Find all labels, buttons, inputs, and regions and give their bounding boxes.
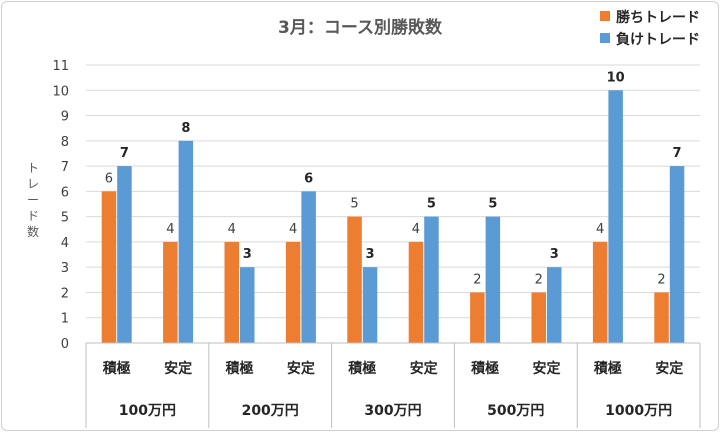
y-tick-labels: 0 1 2 3 4 5 6 7 8 9 10 11 [52, 59, 69, 352]
legend-swatch [600, 33, 610, 43]
bar-win [285, 241, 301, 343]
bar-win [101, 191, 117, 343]
data-label: 4 [289, 222, 297, 237]
x-axis: 積極 安定 100万円 積極 安定 200万円 積極 安定 300万円 積極 安定 500万円 積極 安定… [85, 342, 701, 428]
x-tick-label: 安定 [533, 360, 561, 377]
data-label: 5 [488, 197, 497, 212]
y-tick-label: 6 [61, 185, 69, 200]
x-tick-label: 積極 [102, 360, 131, 377]
bar-loss [117, 166, 132, 343]
data-label: 4 [228, 222, 236, 237]
y-tick-label: 5 [61, 211, 69, 226]
data-label: 8 [181, 121, 190, 136]
data-label: 6 [304, 171, 313, 186]
x-tick-label: 安定 [164, 360, 192, 377]
data-label: 3 [550, 247, 559, 262]
x-group-label: 100万円 [119, 403, 176, 419]
gridlines [86, 64, 700, 344]
x-group-label: 200万円 [242, 403, 299, 419]
x-tick-label: 積極 [593, 360, 622, 377]
data-label: 2 [473, 272, 481, 287]
data-label: 4 [166, 222, 174, 237]
data-label: 2 [657, 272, 665, 287]
data-label: 6 [105, 171, 113, 186]
y-tick-label: 1 [61, 312, 69, 327]
bar-win [531, 292, 546, 343]
data-label: 3 [243, 247, 252, 262]
data-label: 5 [427, 197, 436, 212]
bar-loss [608, 90, 623, 343]
y-axis-title: トレード数 [27, 161, 39, 239]
data-label: 4 [412, 222, 420, 237]
x-tick-label: 安定 [655, 360, 683, 377]
bars [101, 90, 685, 343]
y-tick-label: 10 [52, 84, 69, 99]
data-label: 4 [596, 222, 604, 237]
legend-label: 負けトレード [616, 31, 700, 48]
chart-title: 3月：コース別勝敗数 [278, 17, 443, 38]
x-group-label: 300万円 [364, 403, 421, 419]
y-tick-label: 7 [61, 160, 69, 175]
y-tick-label: 2 [61, 286, 69, 301]
bar-loss [669, 166, 685, 343]
bar-loss [362, 267, 378, 343]
bar-win [408, 241, 424, 343]
y-tick-label: 8 [61, 135, 69, 150]
y-tick-label: 11 [52, 59, 69, 74]
x-tick-label: 安定 [410, 360, 438, 377]
bar-win [470, 292, 485, 343]
y-axis-label: トレード数 [27, 161, 39, 239]
y-tick-label: 0 [61, 337, 69, 352]
bar-loss [178, 140, 194, 343]
bar-win [224, 241, 239, 343]
bar-loss [240, 267, 255, 343]
bar-loss [301, 191, 316, 343]
bar-loss [485, 216, 501, 343]
data-label: 7 [120, 146, 129, 161]
data-label: 3 [366, 247, 375, 262]
x-group-label: 500万円 [487, 403, 544, 419]
bar-win [592, 241, 608, 343]
legend-swatch [600, 11, 610, 21]
bar-win [163, 241, 178, 343]
y-tick-label: 9 [61, 110, 69, 125]
bar-win [654, 292, 669, 343]
data-label: 7 [673, 146, 682, 161]
y-tick-label: 4 [61, 236, 69, 251]
bar-loss [424, 216, 439, 343]
x-group-label: 1000万円 [605, 403, 672, 419]
x-tick-label: 積極 [347, 360, 376, 377]
x-tick-label: 安定 [287, 360, 315, 377]
data-label: 10 [607, 70, 625, 85]
x-tick-label: 積極 [470, 360, 499, 377]
data-label: 2 [535, 272, 543, 287]
x-tick-label: 積極 [225, 360, 254, 377]
bar-loss [547, 267, 562, 343]
data-label: 5 [350, 197, 358, 212]
y-tick-label: 3 [61, 261, 69, 276]
bar-win [347, 216, 362, 343]
legend-label: 勝ちトレード [616, 9, 700, 26]
